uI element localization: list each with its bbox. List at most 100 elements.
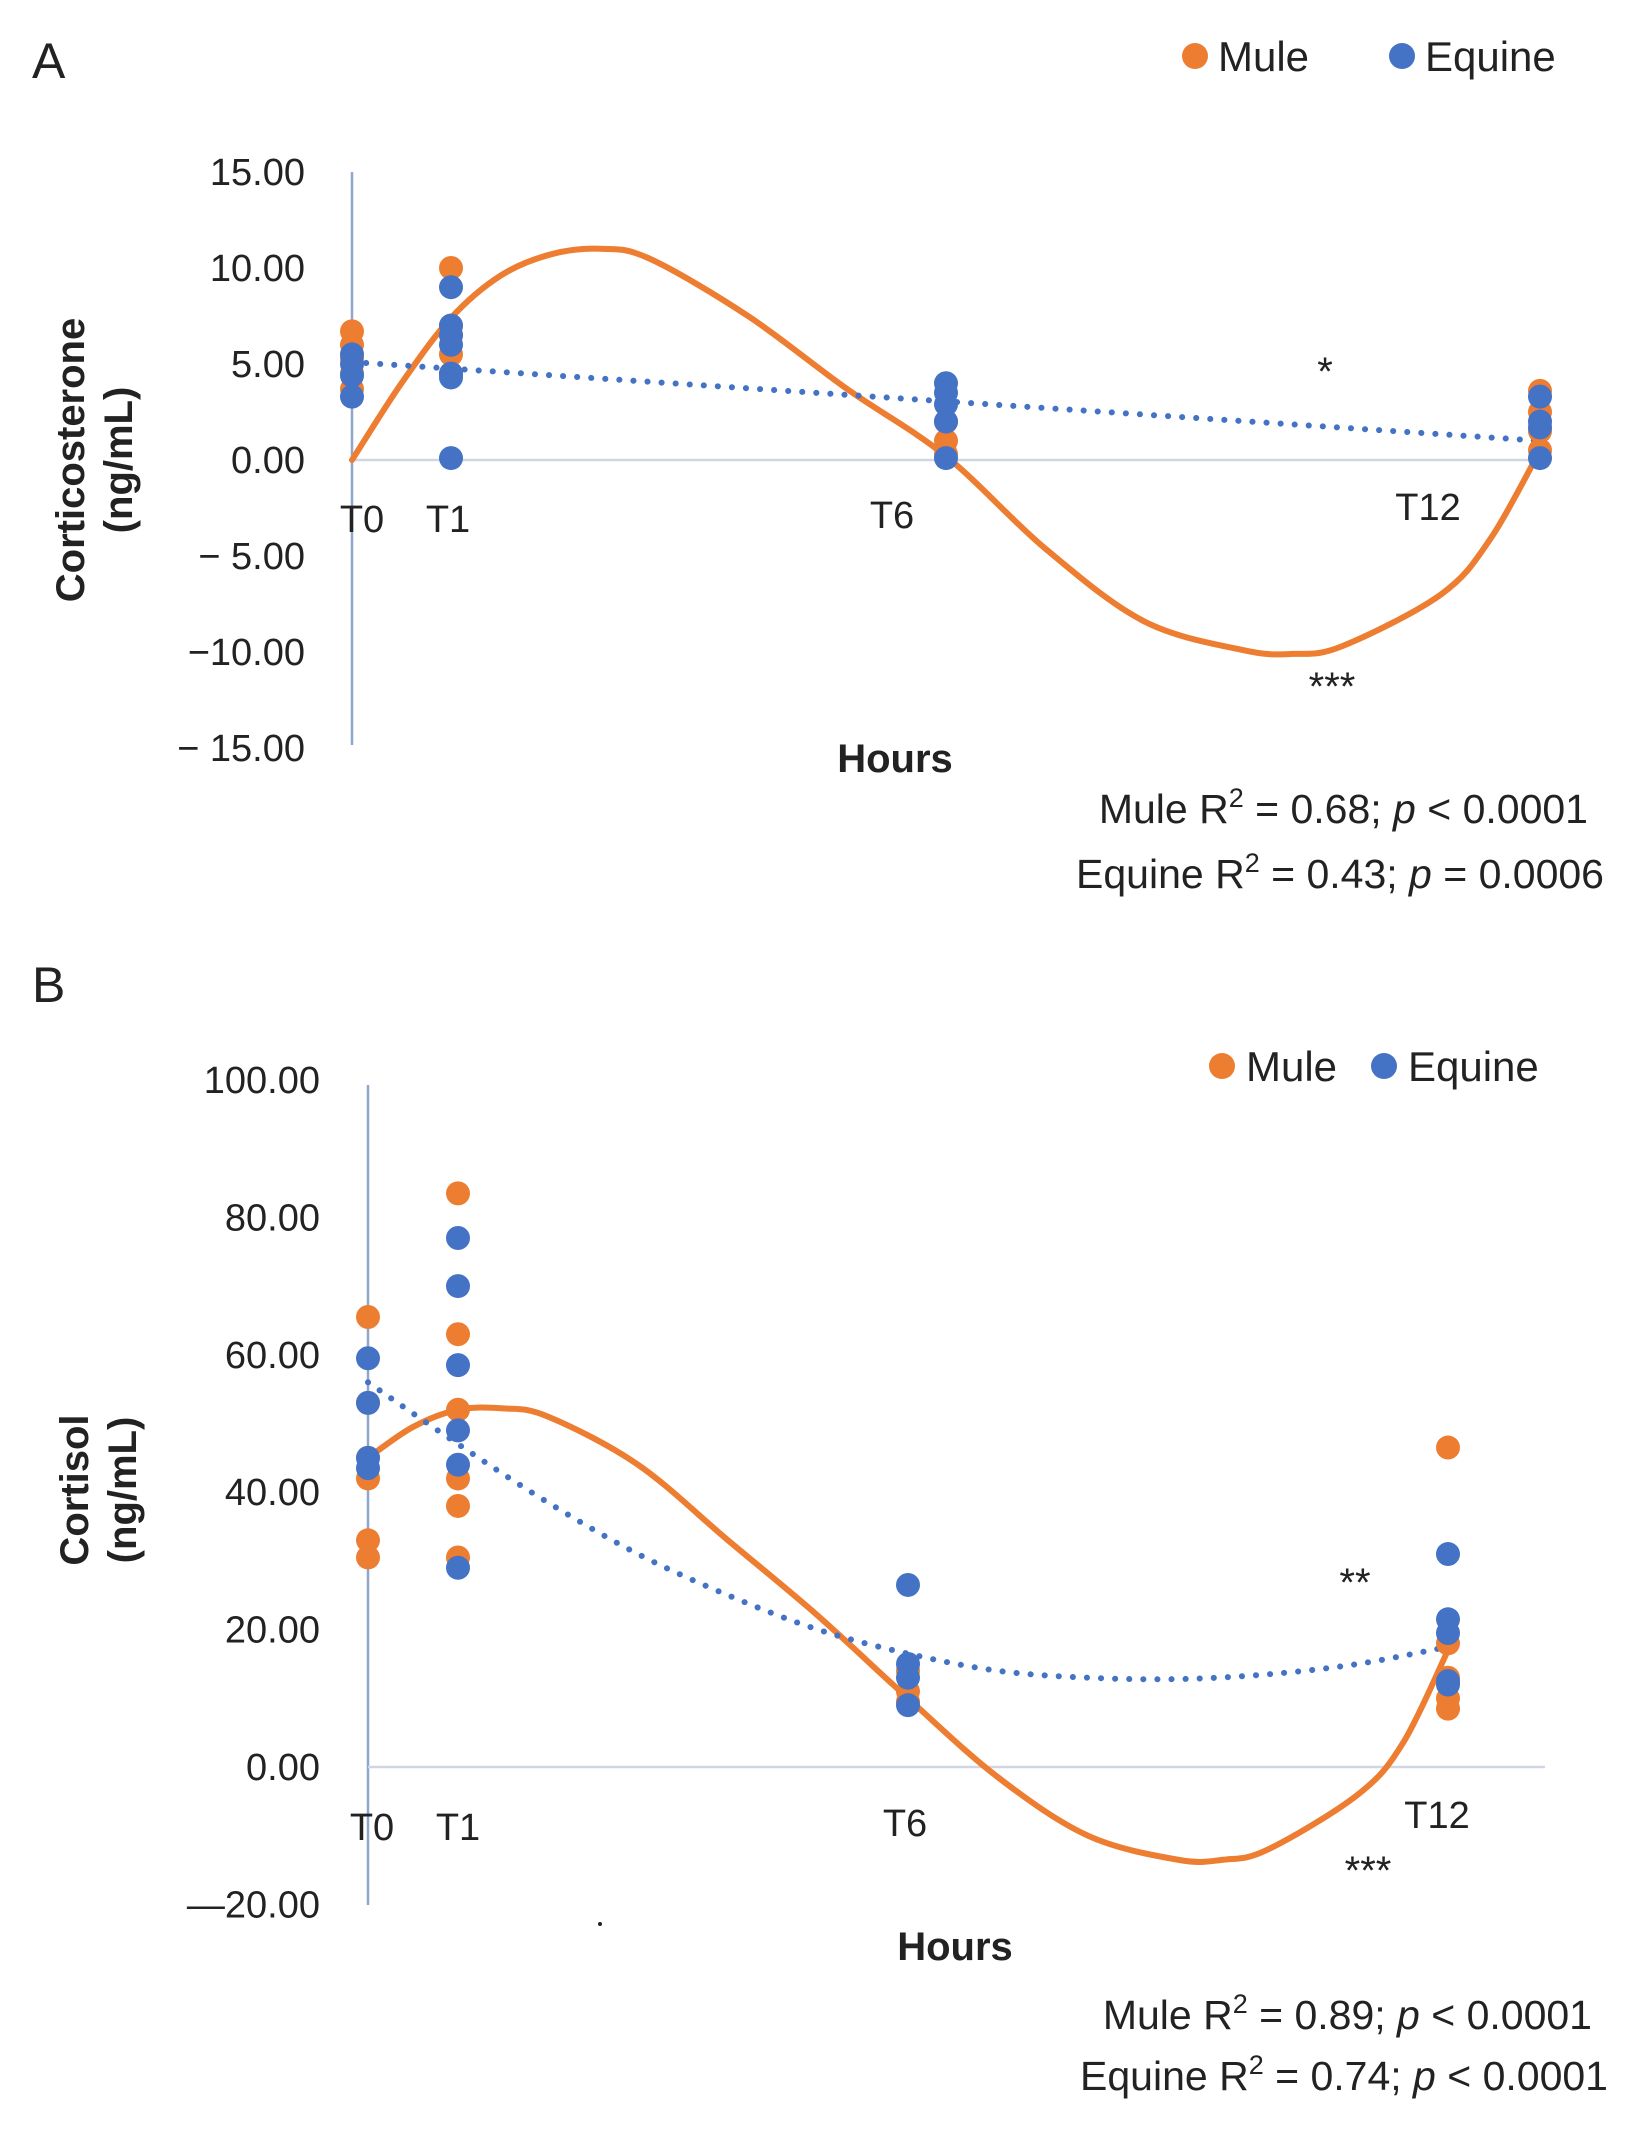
y-tick-label: 10.00: [210, 248, 305, 290]
y-tick-label: 20.00: [225, 1610, 320, 1652]
data-point-equine: [340, 384, 364, 409]
y-tick-label: 60.00: [225, 1335, 320, 1377]
x-tick-label-t1: T1: [426, 499, 470, 541]
stats-superscript: 2: [1245, 848, 1260, 878]
stats-equine: Equine R2 = 0.74; p < 0.0001: [1080, 2050, 1608, 2099]
stats-p-value: < 0.0001: [1420, 1992, 1592, 2038]
y-axis-title: Cortisol (ng/mL): [53, 1414, 145, 1565]
panel-label: A: [32, 33, 66, 89]
data-point-mule: [1436, 1696, 1460, 1721]
stats-prefix: Equine R: [1080, 2053, 1249, 2099]
stats-p-value: < 0.0001: [1416, 786, 1588, 832]
stats-prefix: Equine R: [1076, 851, 1245, 897]
y-tick-label: − 5.00: [198, 536, 305, 578]
y-axis-title-line1: Cortisol: [53, 1414, 97, 1565]
stats-prefix: Mule R: [1103, 1992, 1233, 2038]
data-point-mule: [446, 1397, 470, 1422]
data-point-equine: [356, 1346, 380, 1371]
x-tick-label-t6: T6: [883, 1803, 927, 1845]
y-tick-label: 100.00: [204, 1060, 320, 1102]
stats-mule: Mule R2 = 0.68; p < 0.0001: [1099, 783, 1588, 832]
x-tick-label-t1: T1: [436, 1807, 480, 1849]
trendline-equine: [365, 1379, 1451, 1683]
data-point-equine: [439, 446, 463, 471]
legend-label-equine: Equine: [1408, 1043, 1539, 1090]
data-point-equine: [1528, 446, 1552, 471]
data-point-equine: [439, 332, 463, 357]
data-point-equine: [1528, 384, 1552, 409]
data-point-mule: [439, 256, 463, 280]
significance-equine: **: [1339, 1561, 1370, 1605]
stats-equine: Equine R2 = 0.43; p = 0.0006: [1076, 848, 1604, 897]
data-point-equine: [340, 363, 364, 388]
stats-r2: = 0.43;: [1260, 851, 1409, 897]
panel-label: B: [32, 957, 65, 1013]
x-tick-label-t6: T6: [870, 495, 914, 537]
data-point-equine: [446, 1418, 470, 1443]
data-point-mule: [446, 1493, 470, 1518]
stats-p-symbol: p: [1407, 851, 1432, 897]
data-point-equine: [439, 275, 463, 300]
x-tick-label-t12: T12: [1404, 1795, 1469, 1837]
stats-r2: = 0.89;: [1248, 1992, 1397, 2038]
data-point-mule: [356, 1305, 380, 1330]
data-point-equine: [896, 1693, 920, 1718]
data-point-mule: [446, 1181, 470, 1206]
y-axis-title-line2: (ng/mL): [101, 1417, 145, 1564]
significance-mule: ***: [1345, 1849, 1392, 1893]
panel-b: B Mule Equine 100.00 80.00 60.00 40.00 20.00 0.0…: [32, 957, 1608, 2099]
stats-prefix: Mule R: [1099, 786, 1229, 832]
y-tick-label: 0.00: [231, 440, 305, 482]
data-point-equine: [446, 1555, 470, 1580]
stats-p-symbol: p: [1395, 1992, 1420, 2038]
y-axis-title: Corticosterone (ng/mL): [49, 318, 141, 603]
stray-dot: [598, 1922, 602, 1926]
legend-label-equine: Equine: [1425, 33, 1556, 80]
data-point-equine: [446, 1353, 470, 1378]
data-point-equine: [934, 409, 958, 434]
y-tick-label: —20.00: [187, 1884, 320, 1926]
data-point-equine: [446, 1452, 470, 1477]
data-point-equine: [439, 365, 463, 390]
data-point-mule: [356, 1545, 380, 1570]
legend-marker-equine: [1371, 1053, 1397, 1079]
stats-superscript: 2: [1233, 1989, 1248, 2019]
data-point-equine: [1528, 415, 1552, 440]
x-axis-title: Hours: [837, 737, 953, 781]
data-point-mule: [1436, 1435, 1460, 1460]
legend-marker-equine: [1389, 43, 1415, 69]
x-axis-title: Hours: [897, 1925, 1013, 1969]
stats-p-symbol: p: [1411, 2053, 1436, 2099]
y-tick-label: 40.00: [225, 1472, 320, 1514]
x-tick-label-t0: T0: [350, 1807, 394, 1849]
y-axis-title-line1: Corticosterone: [49, 318, 93, 603]
y-tick-label: 80.00: [225, 1197, 320, 1239]
data-point-equine: [934, 446, 958, 471]
trendline-equine: [349, 359, 1543, 444]
stats-p-symbol: p: [1391, 786, 1416, 832]
data-point-equine: [446, 1274, 470, 1299]
legend-marker-mule: [1182, 43, 1208, 69]
stats-r2: = 0.74;: [1264, 2053, 1413, 2099]
data-point-equine: [1436, 1621, 1460, 1646]
stats-superscript: 2: [1249, 2050, 1264, 2080]
y-axis-title-line2: (ng/mL): [97, 387, 141, 534]
data-point-equine: [896, 1665, 920, 1690]
x-tick-label-t0: T0: [340, 499, 384, 541]
stats-mule: Mule R2 = 0.89; p < 0.0001: [1103, 1989, 1592, 2038]
significance-equine: *: [1317, 350, 1333, 394]
trendline-mule: [349, 245, 1543, 658]
legend-label-mule: Mule: [1246, 1043, 1337, 1090]
panel-a: A Mule Equine 15.00 10.00 5.00 0.00 − 5.00 −10.0…: [32, 33, 1604, 897]
data-point-equine: [356, 1390, 380, 1415]
y-tick-label: 0.00: [246, 1747, 320, 1789]
data-point-mule: [446, 1322, 470, 1347]
significance-mule: ***: [1309, 665, 1356, 709]
y-tick-label: 15.00: [210, 152, 305, 194]
x-tick-label-t12: T12: [1395, 487, 1460, 529]
data-point-mule: [356, 1528, 380, 1553]
y-tick-label: −10.00: [188, 632, 305, 674]
data-point-equine: [896, 1572, 920, 1597]
legend-marker-mule: [1209, 1053, 1235, 1079]
